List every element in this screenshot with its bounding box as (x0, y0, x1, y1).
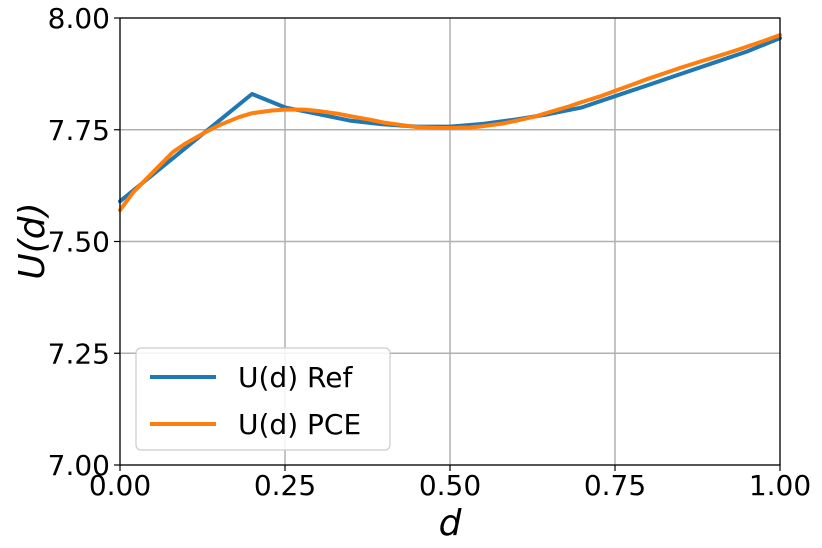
series-line-pce (118, 33, 782, 213)
x-tick-label: 0.50 (419, 469, 481, 502)
series-lines (118, 33, 782, 213)
axis-ticks: 0.00 0.25 0.50 0.75 1.00 7.00 7.25 7.50 7.75 8.00 (48, 2, 812, 502)
x-tick-label: 0.25 (254, 469, 316, 502)
x-tick-label: 0.00 (89, 469, 151, 502)
x-axis-label: d (439, 503, 463, 544)
legend-entry-label: U(d) PCE (238, 408, 361, 441)
y-tick-label: 8.00 (48, 2, 110, 35)
y-tick-label: 7.75 (48, 114, 110, 147)
legend: U(d) Ref U(d) PCE (135, 347, 391, 451)
y-tick-label: 7.00 (48, 449, 110, 482)
y-tick-label: 7.25 (48, 337, 110, 370)
x-tick-label: 0.75 (584, 469, 646, 502)
y-tick-label: 7.50 (48, 226, 110, 259)
legend-entry-label: U(d) Ref (238, 361, 353, 394)
y-axis-label: U(d) (12, 202, 53, 279)
x-tick-label: 1.00 (749, 469, 811, 502)
